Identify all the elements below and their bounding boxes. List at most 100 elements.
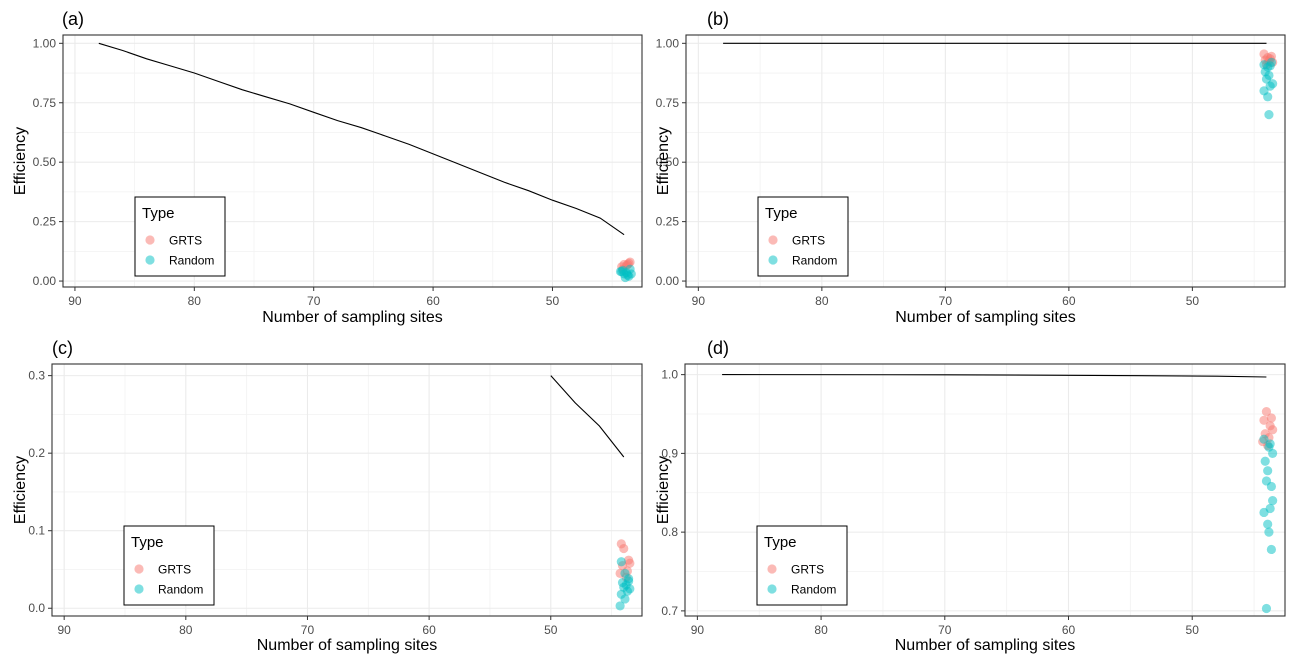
panel-border <box>62 34 643 288</box>
chart-panel-c: (c) 90 80 70 60 50 0.0 0.1 0.2 0.3 Number of sampl… <box>12 338 643 654</box>
x-tick-label: 70 <box>301 623 315 637</box>
legend-key-random <box>134 584 144 594</box>
point-grts <box>1261 407 1272 417</box>
point-random <box>1260 456 1270 466</box>
y-tick-label: 0.3 <box>28 369 45 383</box>
x-tick-label: 50 <box>1186 623 1200 637</box>
point-random <box>1266 544 1276 555</box>
y-tick-label: 1.00 <box>33 36 57 50</box>
x-tick-label: 80 <box>815 294 829 308</box>
point-grts <box>625 558 635 568</box>
x-tick-label: 80 <box>814 623 828 637</box>
chart-panel-a: (a) 90 80 70 60 50 0.00 0.25 0.50 0.75 1.00 Number … <box>12 9 643 326</box>
y-tick-label: 0.75 <box>656 96 680 110</box>
legend-label-grts: GRTS <box>792 234 825 248</box>
x-tick-label: 90 <box>57 623 71 637</box>
efficiency-line <box>722 374 1267 378</box>
y-tick-label: 0.75 <box>33 96 57 110</box>
legend-label-grts: GRTS <box>169 234 202 248</box>
point-random <box>1264 527 1274 537</box>
y-tick-label: 1.00 <box>656 36 680 50</box>
point-random <box>1268 496 1278 506</box>
legend-title: Type <box>142 205 175 222</box>
x-tick-label: 60 <box>422 623 436 637</box>
panel-label: (b) <box>707 9 729 29</box>
legend-title: Type <box>765 205 798 222</box>
point-random <box>620 594 630 604</box>
y-tick-label: 0.00 <box>33 274 57 288</box>
x-tick-label: 50 <box>546 294 560 308</box>
panel-label: (d) <box>707 338 729 358</box>
legend-label-grts: GRTS <box>791 563 824 577</box>
point-random <box>1259 507 1269 518</box>
x-tick-label: 50 <box>1186 294 1200 308</box>
x-tick-label: 60 <box>426 294 440 308</box>
x-tick-label: 80 <box>188 294 202 308</box>
legend: Type GRTS Random <box>123 525 215 606</box>
y-tick-label: 0.25 <box>656 215 680 229</box>
y-tick-label: 0.8 <box>661 525 678 539</box>
x-tick-label: 60 <box>1062 623 1076 637</box>
x-axis-title: Number of sampling sites <box>895 309 1076 326</box>
legend: Type GRTS Random <box>756 525 848 606</box>
y-tick-label: 0.9 <box>661 446 678 460</box>
panel-border <box>51 363 643 617</box>
panel-label: (c) <box>52 338 73 358</box>
x-tick-label: 60 <box>1062 294 1076 308</box>
point-random <box>1264 110 1274 120</box>
point-random <box>624 576 634 586</box>
panel-border <box>685 34 1286 288</box>
x-axis-title: Number of sampling sites <box>262 309 443 326</box>
point-grts <box>1266 413 1276 423</box>
legend-key-random <box>145 255 155 265</box>
point-random <box>617 266 627 277</box>
efficiency-line <box>550 375 625 458</box>
x-tick-label: 90 <box>691 623 705 637</box>
x-tick-label: 90 <box>692 294 706 308</box>
legend-key-grts <box>134 564 144 574</box>
chart-panel-d: (d) 90 80 70 60 50 0.7 0.8 0.9 1.0 Number of sampl… <box>655 338 1286 654</box>
legend-label-grts: GRTS <box>158 563 191 577</box>
point-random <box>1263 466 1273 476</box>
point-random <box>626 269 636 279</box>
point-grts <box>1268 425 1278 435</box>
x-tick-label: 50 <box>544 623 558 637</box>
legend-label-random: Random <box>791 583 836 597</box>
point-grts <box>1259 415 1269 425</box>
point-random <box>615 601 625 611</box>
legend-title: Type <box>131 534 164 551</box>
panel-border <box>684 363 1286 617</box>
legend: Type GRTS Random <box>757 196 849 277</box>
legend-key-grts <box>145 235 155 245</box>
legend-key-grts <box>767 564 777 574</box>
point-random <box>616 557 626 567</box>
x-tick-label: 90 <box>68 294 82 308</box>
y-tick-label: 0.1 <box>28 524 45 538</box>
y-axis-title: Efficiency <box>12 127 29 195</box>
y-axis-title: Efficiency <box>12 456 29 524</box>
legend-label-random: Random <box>792 254 837 268</box>
y-tick-label: 0.50 <box>656 155 680 169</box>
y-tick-label: 0.2 <box>28 446 45 460</box>
point-random <box>1263 519 1273 529</box>
legend-key-random <box>767 584 777 594</box>
y-tick-label: 1.0 <box>661 368 678 382</box>
legend-key-grts <box>768 235 778 245</box>
chart-panel-b: (b) 90 80 70 60 50 0.00 0.25 0.50 0.75 1.00 Number … <box>655 9 1286 326</box>
point-random <box>1265 439 1275 449</box>
x-axis-title: Number of sampling sites <box>257 637 438 654</box>
legend-label-random: Random <box>169 254 214 268</box>
y-tick-label: 0.0 <box>28 601 45 615</box>
panel-label: (a) <box>62 9 84 29</box>
y-tick-label: 0.7 <box>661 604 678 618</box>
y-tick-label: 0.00 <box>656 274 680 288</box>
x-tick-label: 70 <box>939 294 953 308</box>
y-axis-title: Efficiency <box>655 456 672 524</box>
point-random <box>1261 603 1272 614</box>
legend-label-random: Random <box>158 583 203 597</box>
y-tick-label: 0.25 <box>33 215 57 229</box>
x-axis-title: Number of sampling sites <box>895 637 1076 654</box>
point-random <box>1266 481 1276 492</box>
x-tick-label: 70 <box>307 294 321 308</box>
